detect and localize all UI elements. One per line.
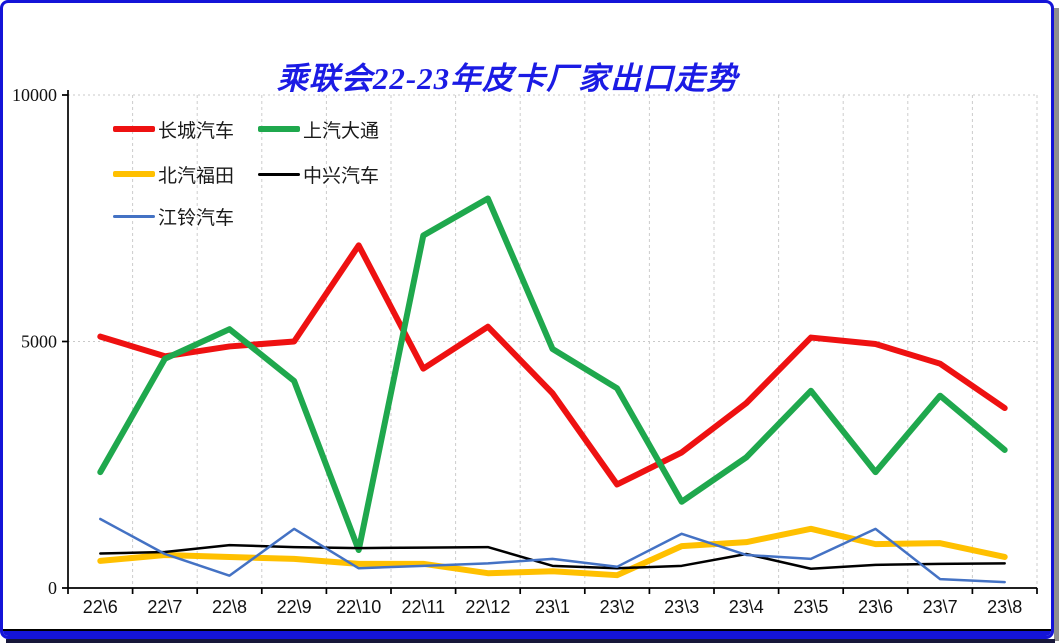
legend-line-yellow — [113, 171, 155, 177]
svg-text:23\6: 23\6 — [858, 597, 893, 617]
frame-shadow-right — [1054, 8, 1059, 641]
svg-text:23\5: 23\5 — [793, 597, 828, 617]
legend-label: 上汽大通 — [303, 119, 380, 142]
svg-text:23\2: 23\2 — [600, 597, 635, 617]
legend-line-green — [258, 126, 300, 132]
legend-item-zhongxing: 中兴汽车 — [258, 163, 380, 187]
svg-text:23\4: 23\4 — [729, 597, 764, 617]
legend-item-changcheng: 长城汽车 — [113, 118, 235, 142]
svg-text:23\8: 23\8 — [987, 597, 1022, 617]
legend-label: 北汽福田 — [158, 164, 235, 187]
svg-text:22\11: 22\11 — [401, 597, 445, 617]
legend-label: 长城汽车 — [158, 119, 235, 142]
chart-title: 乘联会22-23年皮卡厂家出口走势 — [276, 61, 739, 96]
legend-line-black — [258, 172, 300, 176]
legend-label: 江铃汽车 — [158, 206, 235, 229]
legend-item-jiangling: 江铃汽车 — [113, 205, 235, 229]
svg-text:23\3: 23\3 — [664, 597, 699, 617]
svg-text:5000: 5000 — [21, 332, 57, 352]
bottom-blue-bar — [3, 631, 1051, 636]
frame-shadow-bottom — [6, 639, 1055, 643]
svg-text:22\10: 22\10 — [336, 597, 381, 617]
bottom-divider-line — [3, 629, 1051, 631]
svg-text:23\1: 23\1 — [535, 597, 570, 617]
svg-text:10000: 10000 — [12, 85, 57, 105]
svg-text:22\6: 22\6 — [83, 597, 118, 617]
legend-item-beiqifutian: 北汽福田 — [113, 163, 235, 187]
svg-text:22\8: 22\8 — [212, 597, 247, 617]
legend-label: 中兴汽车 — [303, 164, 380, 187]
svg-text:23\7: 23\7 — [923, 597, 958, 617]
svg-text:22\9: 22\9 — [277, 597, 312, 617]
svg-text:0: 0 — [48, 578, 57, 598]
svg-text:22\7: 22\7 — [147, 597, 182, 617]
legend-item-shangqidatong: 上汽大通 — [258, 118, 380, 142]
svg-text:22\12: 22\12 — [465, 597, 510, 617]
legend-line-blue — [113, 214, 155, 218]
legend-line-red — [113, 126, 155, 132]
